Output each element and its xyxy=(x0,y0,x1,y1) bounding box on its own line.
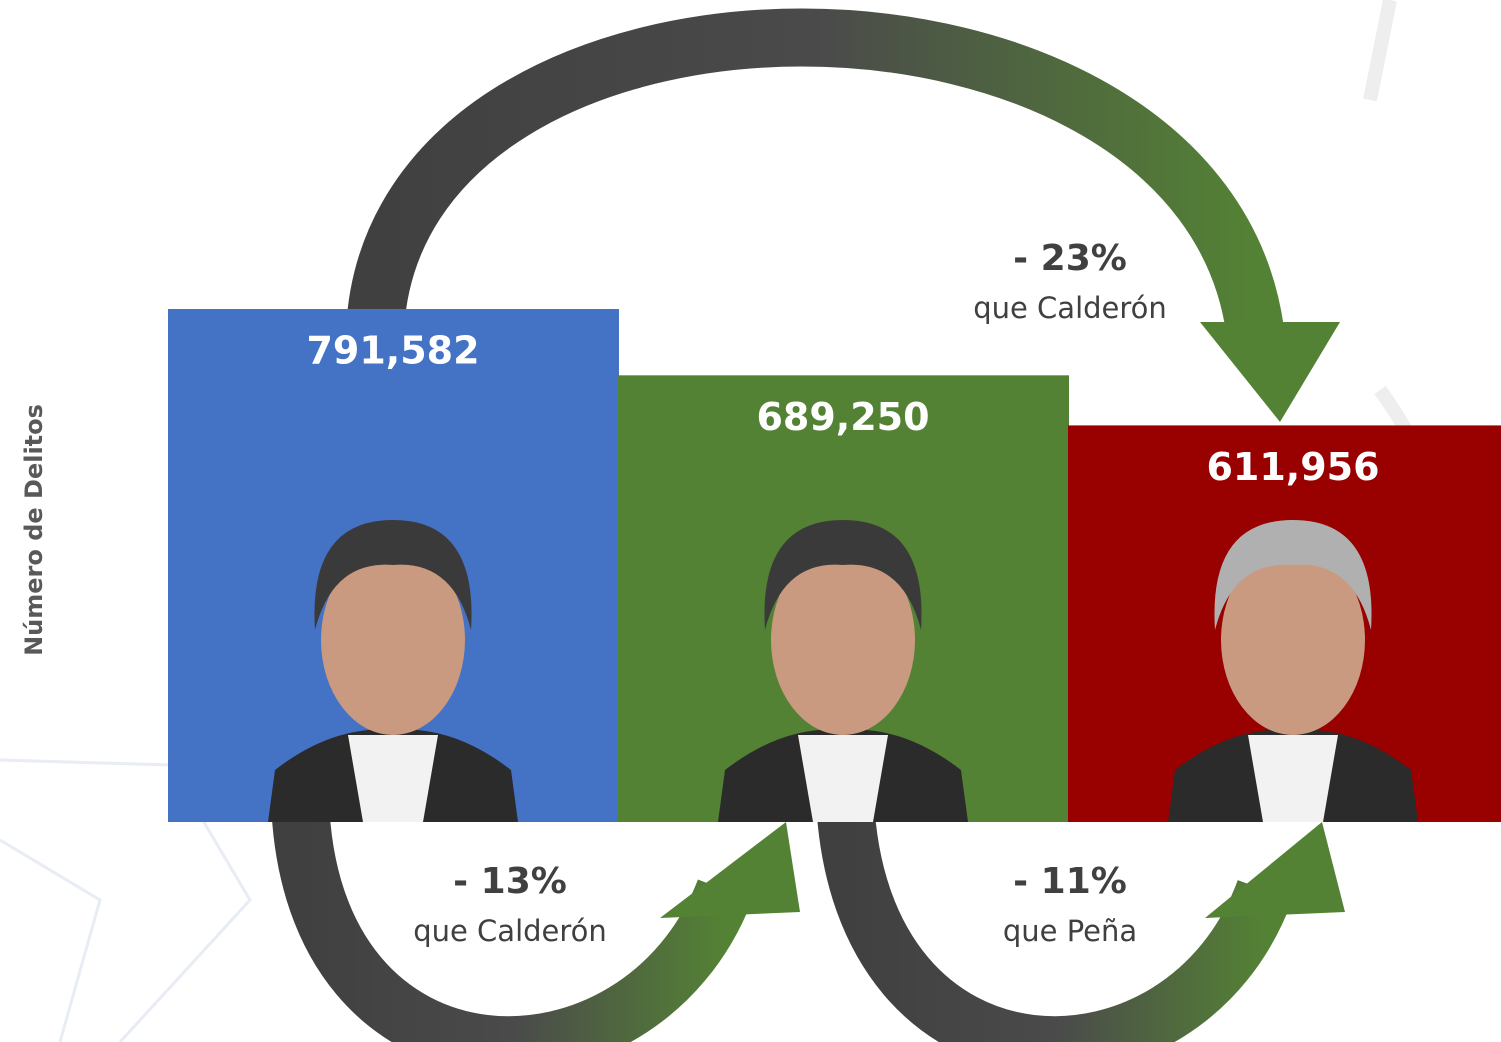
portrait-shirt xyxy=(798,735,888,822)
value-label: 689,250 xyxy=(756,395,929,439)
value-label: 791,582 xyxy=(306,329,479,373)
y-axis-label: Número de Delitos xyxy=(20,404,48,656)
annotation-percent: - 11% xyxy=(1013,861,1127,902)
arrow-top xyxy=(346,8,1284,335)
arrowhead xyxy=(1200,322,1340,422)
portrait-head xyxy=(1221,545,1365,735)
portrait-head xyxy=(771,545,915,735)
arrow-bottom-right xyxy=(816,798,1293,1042)
value-label: 611,956 xyxy=(1206,445,1379,489)
portrait xyxy=(1168,520,1418,822)
annotation-percent: - 13% xyxy=(453,861,567,902)
annotation-percent: - 23% xyxy=(1013,238,1127,279)
arrow-bottom-left xyxy=(271,798,753,1042)
arrowhead xyxy=(1205,822,1345,918)
annotation-note: que Calderón xyxy=(413,914,607,948)
annotation-note: que Peña xyxy=(1003,914,1137,948)
arrowhead xyxy=(660,822,800,918)
arrows xyxy=(271,8,1345,1042)
portrait-hair xyxy=(1214,520,1372,630)
portrait-hair xyxy=(314,520,472,630)
portrait-hair xyxy=(764,520,922,630)
annotation-note: que Calderón xyxy=(973,291,1167,325)
portrait-head xyxy=(321,545,465,735)
portrait xyxy=(268,520,518,822)
portrait xyxy=(718,520,968,822)
portrait-shirt xyxy=(1248,735,1338,822)
portrait-shirt xyxy=(348,735,438,822)
